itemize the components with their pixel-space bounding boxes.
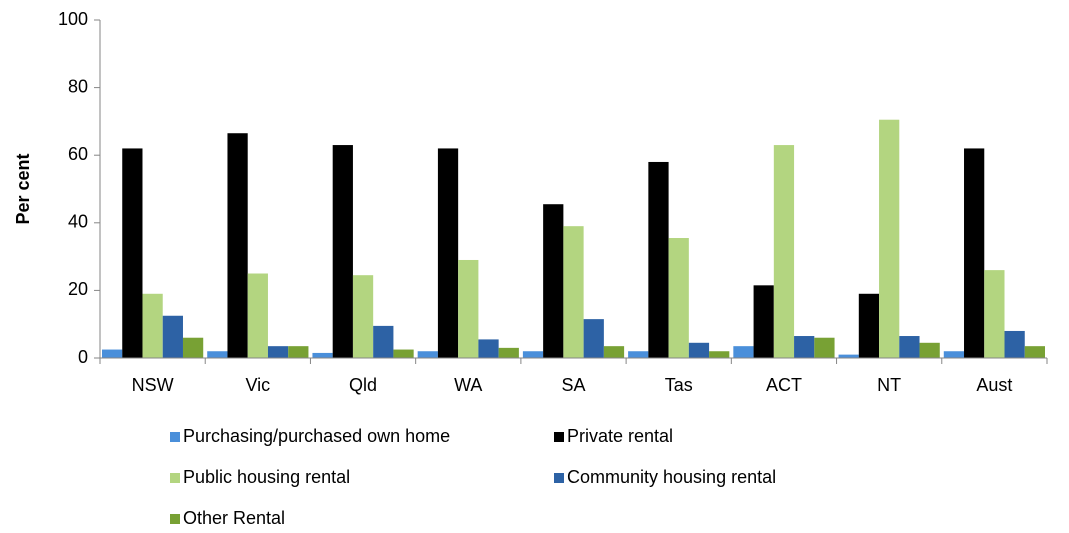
legend-swatch [554,473,564,483]
bar [102,349,123,358]
y-axis-label: Per cent [13,153,33,224]
y-tick-label: 80 [68,76,88,96]
bar [352,275,374,358]
bar [628,351,649,358]
bar [733,346,754,358]
bar [417,351,438,358]
legend-label: Community housing rental [567,467,776,487]
bar [668,238,689,358]
bar [648,161,669,358]
bar [332,145,353,358]
legend-label: Purchasing/purchased own home [183,426,450,446]
x-tick-label: NSW [132,375,174,395]
bar [393,349,414,358]
y-tick-label: 0 [78,347,88,367]
bar [437,148,459,358]
bar [522,351,544,358]
bar [247,273,268,358]
bar [838,354,859,358]
x-tick-label: Tas [665,375,693,395]
y-tick-label: 100 [58,9,88,29]
bar [858,293,880,358]
legend-label: Other Rental [183,508,285,528]
bar [478,339,499,358]
bar [122,148,143,358]
bar [373,325,394,358]
bar [688,342,710,358]
y-tick-label: 60 [68,144,88,164]
bar [1004,330,1025,358]
bar [773,145,795,358]
y-tick-label: 40 [68,212,88,232]
bar [227,133,248,358]
bar [162,315,183,358]
bar [1024,346,1045,358]
x-tick-label: ACT [766,375,802,395]
x-tick-label: WA [454,375,482,395]
bar [207,351,228,358]
bar [563,226,584,358]
bar [603,346,625,358]
legend-label: Public housing rental [183,467,350,487]
bar [142,293,163,358]
x-tick-label: Qld [349,375,377,395]
bar [288,346,309,358]
bar [919,342,940,358]
bar [182,337,204,358]
bar [794,336,815,358]
bar [879,119,900,359]
bar [458,259,479,358]
bar [543,204,564,358]
bar [709,351,730,358]
x-tick-label: Aust [976,375,1012,395]
y-tick-label: 20 [68,279,88,299]
legend-swatch [170,473,180,483]
legend-swatch [170,432,180,442]
bar [984,270,1005,358]
bar [899,336,920,358]
legend-swatch [554,432,564,442]
bar [964,148,985,358]
bar [312,352,333,358]
bar [498,347,519,358]
x-tick-label: NT [877,375,901,395]
bar [943,351,965,358]
x-tick-label: SA [561,375,585,395]
bar [267,346,289,358]
legend-label: Private rental [567,426,673,446]
bar [814,337,835,358]
x-tick-label: Vic [245,375,270,395]
legend-swatch [170,514,180,524]
bar [583,319,604,358]
bar [753,285,774,358]
